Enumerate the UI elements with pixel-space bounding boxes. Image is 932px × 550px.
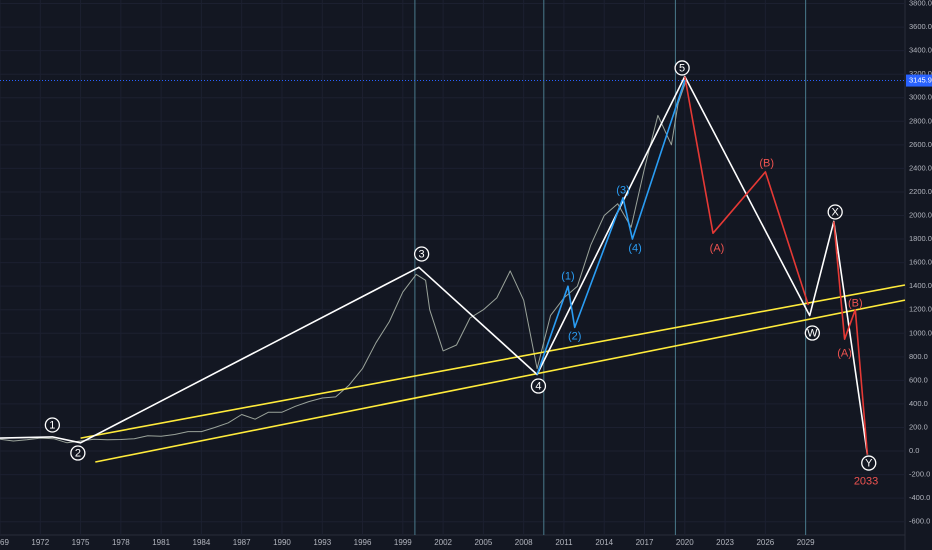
series-line [833,221,869,455]
wave-circle [44,417,61,433]
y-tick-label: 3600.0 [909,22,932,31]
wave-label: 1 [49,419,55,431]
y-tick-label: 2400.0 [909,163,932,172]
wave-label: 2033 [854,475,878,487]
wave-circle [861,455,877,471]
wave-label: (1) [561,270,574,282]
wave-label: (B) [759,157,774,169]
x-tick-label: 2020 [676,538,694,547]
y-tick-label: 3800.0 [909,0,932,8]
y-tick-label: 1000.0 [909,328,932,337]
x-tick-label: 1981 [152,538,170,547]
x-tick-label: 1969 [0,538,9,547]
x-tick-label: 2023 [716,538,734,547]
wave-label: 3 [419,248,425,260]
wave-circle [674,60,690,76]
x-tick-label: 1975 [72,538,90,547]
y-tick-label: -400.0 [909,493,930,502]
wave-label: (A) [710,242,725,254]
series-line [80,284,906,439]
wave-label: 4 [535,380,541,392]
x-tick-label: 2011 [555,538,573,547]
x-tick-label: 2008 [515,538,533,547]
y-tick-label: 1400.0 [909,281,932,290]
wave-circle [804,325,821,341]
x-tick-label: 1996 [354,538,372,547]
y-tick-label: 1800.0 [909,234,932,243]
price-tag [906,74,932,87]
x-tick-label: 1984 [193,538,211,547]
y-tick-label: 1200.0 [909,305,932,314]
wave-circle [530,378,547,394]
y-tick-label: 3400.0 [909,46,932,55]
y-tick-label: 2800.0 [909,116,932,125]
wave-label: (A) [837,347,852,359]
wave-label: (B) [848,297,863,309]
y-tick-label: 1600.0 [909,258,932,267]
wave-circle [827,204,843,220]
wave-circle [70,445,86,461]
x-tick-label: 1972 [31,538,49,547]
x-tick-label: 2014 [595,538,613,547]
wave-label: 5 [679,62,685,74]
wave-label: 2 [75,447,81,459]
wave-circle [413,246,430,262]
y-tick-label: 2200.0 [909,187,932,196]
wave-label: (2) [568,330,581,342]
x-tick-label: 1978 [112,538,130,547]
y-tick-label: 3000.0 [909,93,932,102]
y-tick-label: 800.0 [909,352,928,361]
y-tick-label: -200.0 [909,470,930,479]
x-tick-label: 1993 [313,538,331,547]
x-tick-label: 2005 [474,538,492,547]
series-line [0,80,687,444]
y-tick-label: 600.0 [909,375,928,384]
wave-label: (4) [628,242,641,254]
series-line [95,299,906,463]
series-line [536,79,686,375]
series-line [684,76,810,306]
y-tick-label: 200.0 [909,422,928,431]
y-tick-label: -600.0 [909,517,930,526]
wave-label: Y [865,457,873,469]
y-tick-label: 400.0 [909,399,928,408]
y-tick-label: 2600.0 [909,140,932,149]
x-tick-label: 2026 [756,538,774,547]
wave-label: X [832,206,840,218]
y-tick-label: 3200.0 [909,69,932,78]
y-tick-label: 0.0 [909,446,919,455]
x-tick-label: 1990 [273,538,291,547]
x-tick-label: 1987 [233,538,251,547]
wave-label: (3) [616,184,629,196]
x-tick-label: 2017 [636,538,654,547]
x-tick-label: 2029 [797,538,815,547]
price-tag-label: 3145.9 [909,76,932,85]
y-tick-label: 2000.0 [909,210,932,219]
x-tick-label: 1999 [394,538,412,547]
x-tick-label: 2002 [434,538,452,547]
wave-label: W [807,327,818,339]
